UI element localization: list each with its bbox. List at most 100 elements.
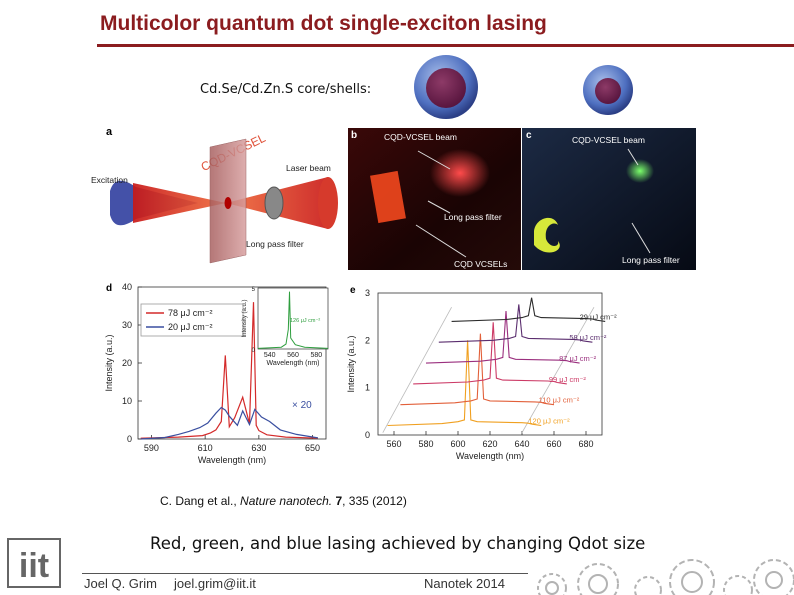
chart-e-trace: [451, 297, 606, 322]
panel-a: a CQD-VCSEL Excitation Laser beam Long p…: [91, 126, 338, 264]
chart-e-xtick-label: 620: [482, 439, 497, 449]
pointer-line: [417, 150, 451, 170]
long-pass-filter-disc: [264, 186, 284, 220]
panel-c-letter: c: [526, 130, 532, 141]
chart-e-trace: [438, 304, 593, 343]
chart-e-ytick-label: 3: [365, 288, 370, 298]
chart-d-xtick-label: 610: [198, 443, 213, 453]
panel-c-filter-label: Long pass filter: [622, 255, 680, 265]
input-beam-cone: [133, 183, 226, 223]
chart-e-ytick-label: 2: [365, 335, 370, 345]
chart-e-fluence-label: 58 μJ cm⁻²: [569, 333, 607, 342]
panel-c: c CQD-VCSEL beam Long pass filter: [522, 128, 696, 270]
legend-entry-20: 20 μJ cm⁻²: [168, 322, 212, 332]
chart-e-trace: [400, 333, 555, 406]
quantum-dot-illustrations: [414, 55, 633, 119]
chart-d-ytick-label: 20: [122, 358, 132, 368]
title-divider: [97, 44, 794, 47]
panel-e-letter: e: [350, 285, 356, 296]
chart-e-depth-axis: [521, 307, 595, 433]
iit-logo: iit: [6, 537, 62, 589]
pointer-line: [415, 224, 467, 258]
chart-d-inset-frame: [257, 287, 329, 350]
figure-panels: a CQD-VCSEL Excitation Laser beam Long p…: [91, 126, 696, 465]
pointer-line: [427, 200, 451, 214]
panel-e: e 0 1 2 3 560 580 600 620 640 660 680 Wavelength (n…: [346, 285, 617, 461]
chart-d-xtick-label: 630: [251, 443, 266, 453]
multiplier-label: × 20: [292, 400, 312, 411]
panel-a-letter: a: [106, 126, 113, 138]
chart-d-ylabel: Intensity (a.u.): [104, 334, 114, 391]
citation-authors: C. Dang et al.,: [160, 494, 241, 508]
chart-d-xtick-label: 650: [305, 443, 320, 453]
chart-d-ytick-label: 0: [127, 434, 132, 444]
chart-e-fluence-label: 29 μJ cm⁻²: [580, 312, 618, 321]
chart-e-xtick-label: 580: [418, 439, 433, 449]
footer-email: joel.grim@iit.it: [174, 576, 256, 591]
citation: C. Dang et al., Nature nanotech. 7, 335 …: [160, 494, 407, 508]
chart-e-depth-axis: [382, 307, 452, 433]
chart-d-inset-xtick-label: 580: [310, 352, 322, 359]
red-laser-spot: [430, 149, 490, 197]
panel-c-beam-label: CQD-VCSEL beam: [572, 135, 645, 145]
chart-d-inset-fluence-label: 126 μJ cm⁻²: [290, 318, 320, 324]
chart-d-inset-series: [257, 291, 329, 349]
footer-divider: [82, 573, 528, 574]
footer-event: Nanotek 2014: [424, 576, 505, 591]
chart-e-xtick-label: 660: [546, 439, 561, 449]
citation-pages: , 335 (2012): [342, 494, 407, 508]
large-quantum-dot: [414, 55, 478, 119]
chart-d-xtick-label: 590: [144, 443, 159, 453]
chart-e-xlabel: Wavelength (nm): [456, 451, 524, 461]
chart-e-trace: [413, 322, 567, 385]
chart-d-inset-ytick-label: 5: [252, 287, 256, 293]
chart-e-ylabel: Intensity (a.u.): [346, 335, 356, 392]
chart-e-ytick-label: 0: [365, 430, 370, 440]
chart-d-ytick-label: 10: [122, 396, 132, 406]
panel-b-vcsels-label: CQD VCSELs: [454, 259, 507, 269]
panel-b-letter: b: [351, 130, 357, 141]
chart-e: 0 1 2 3 560 580 600 620 640 660 680 Wavelength (nm)…: [346, 288, 617, 461]
chart-e-trace: [425, 310, 580, 364]
panel-b-filter-label: Long pass filter: [444, 212, 502, 222]
footer-author: Joel Q. Grim: [84, 576, 157, 591]
chart-d-ytick-label: 40: [122, 282, 132, 292]
core-shell-label: Cd.Se/Cd.Zn.S core/shells:: [200, 82, 372, 97]
chart-d-legend: 78 μJ cm⁻² 20 μJ cm⁻²: [140, 303, 244, 337]
chart-d-series-low-fluence: [140, 406, 318, 440]
small-quantum-dot: [583, 65, 633, 115]
chart-d-inset-ylabel: Intensity (a.u.): [242, 299, 248, 337]
slide-caption: Red, green, and blue lasing achieved by …: [150, 534, 646, 553]
chart-e-fluence-label: 110 μJ cm⁻²: [539, 396, 580, 405]
long-pass-filter-label: Long pass filter: [246, 239, 304, 249]
chart-e-frame: [377, 292, 603, 436]
chart-d-inset-xtick-label: 560: [287, 352, 299, 359]
laser-beam-label: Laser beam: [286, 163, 331, 173]
chart-e-xtick-label: 680: [578, 439, 593, 449]
chart-e-xtick-label: 560: [386, 439, 401, 449]
panel-d: d 0 10 20 30 40 590 610 630 650 Wavelength (nm) In…: [104, 282, 329, 465]
citation-journal: Nature nanotech.: [240, 494, 333, 508]
pointer-line: [627, 148, 639, 166]
chart-e-ytick-label: 1: [365, 383, 370, 393]
chart-d: 0 10 20 30 40 590 610 630 650 Wavelength (nm) Inte…: [104, 282, 327, 465]
legend-entry-78: 78 μJ cm⁻²: [168, 308, 212, 318]
chart-d-inset-xtick-label: 540: [264, 352, 276, 359]
beam-cross-section: [318, 177, 338, 229]
pump-spot: [224, 197, 232, 209]
photo-red-lasing: [348, 128, 521, 270]
chart-e-xtick-label: 600: [450, 439, 465, 449]
pointer-line: [631, 222, 651, 254]
panel-b-beam-label: CQD-VCSEL beam: [384, 132, 457, 142]
gears-decoration: [537, 559, 794, 595]
panel-d-letter: d: [106, 283, 112, 294]
excitation-label: Excitation: [91, 175, 128, 185]
chart-d-inset-xlabel: Wavelength (nm): [266, 360, 319, 367]
chart-e-fluence-label: 120 μJ cm⁻²: [528, 417, 570, 426]
vcsel-glow: [534, 217, 560, 253]
logo-text: iit: [19, 547, 49, 585]
chart-e-fluence-label: 87 μJ cm⁻²: [559, 354, 597, 363]
chart-e-fluence-label: 99 μJ cm⁻²: [549, 375, 587, 384]
citation-volume: 7: [335, 494, 343, 508]
